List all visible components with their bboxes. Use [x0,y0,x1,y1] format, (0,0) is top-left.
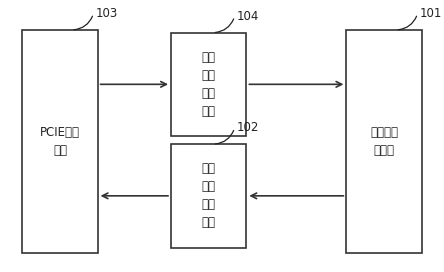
Bar [171,144,246,248]
Text: 第二
速率
转换
模块: 第二 速率 转换 模块 [202,51,216,118]
Text: 第一
速率
转换
模块: 第一 速率 转换 模块 [202,162,216,229]
Text: 102: 102 [237,121,259,134]
Bar [22,30,98,253]
Bar [171,33,246,136]
Text: PCIE控制
模块: PCIE控制 模块 [40,126,80,157]
Text: 101: 101 [420,7,442,20]
Text: 物理层传
输模块: 物理层传 输模块 [370,126,398,157]
Text: 103: 103 [96,7,118,20]
Bar [346,30,422,253]
Text: 104: 104 [237,10,259,23]
